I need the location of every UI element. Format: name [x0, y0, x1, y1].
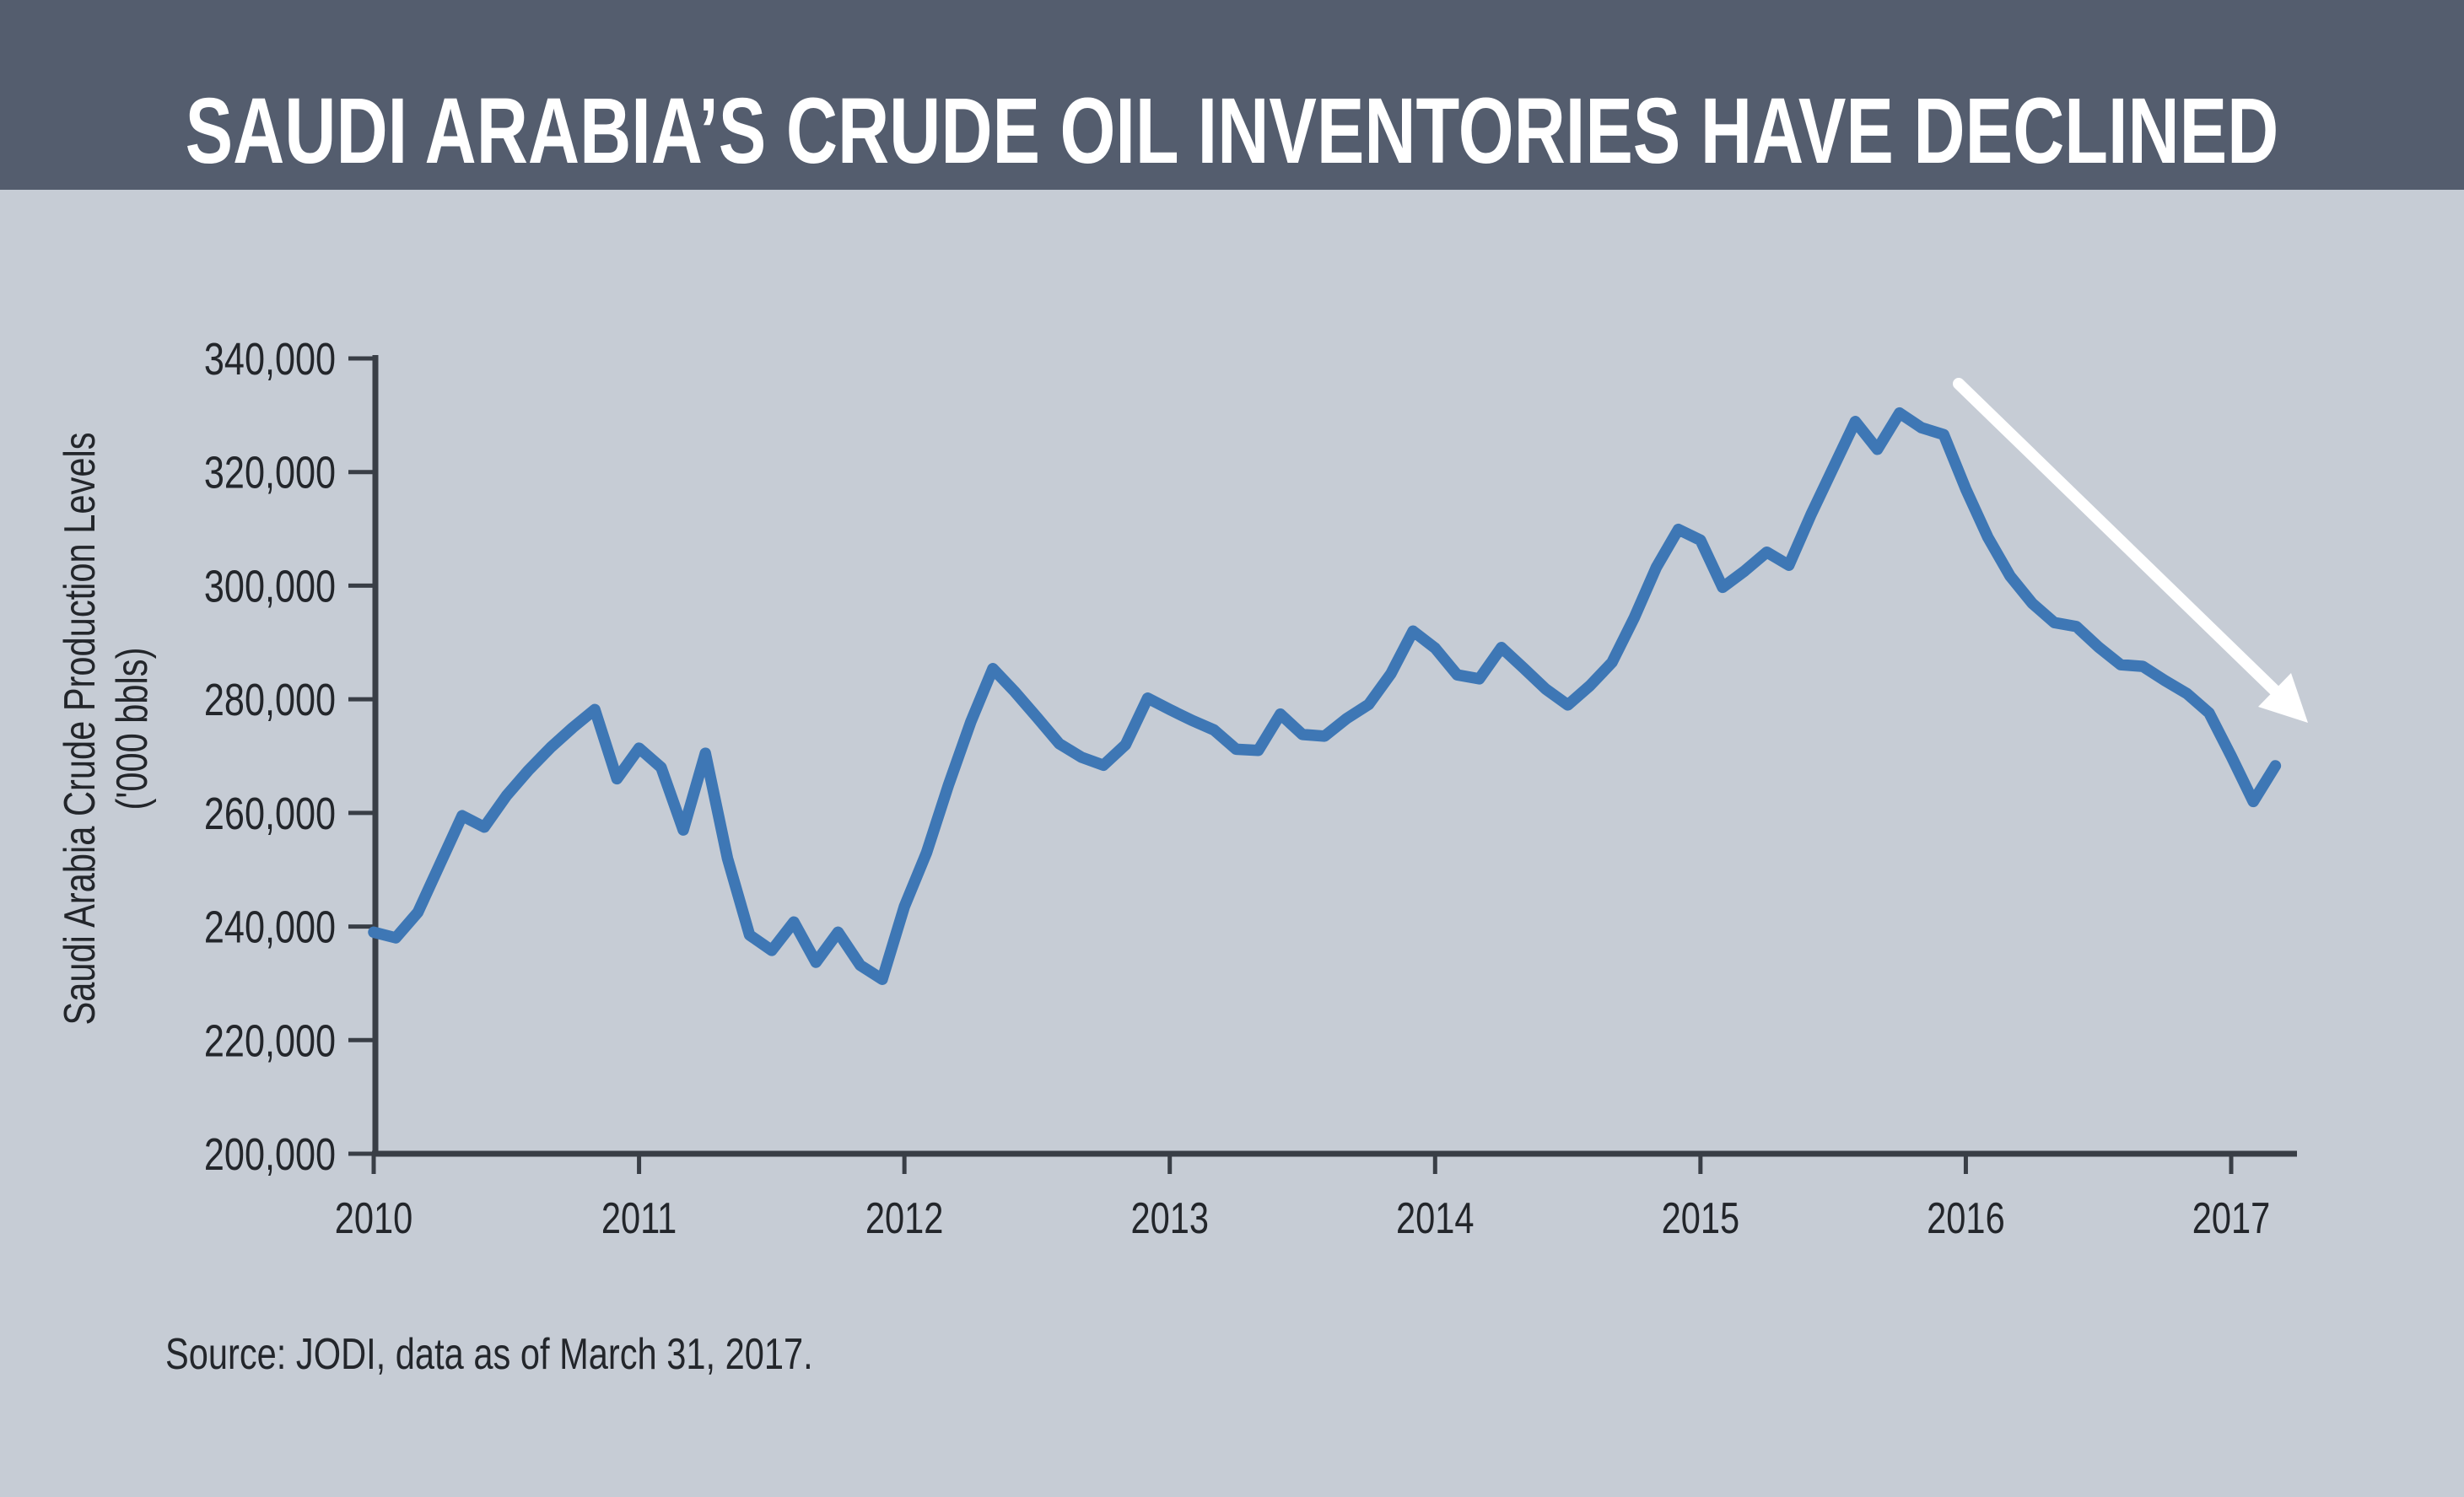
inventory-line-series [368, 407, 2282, 985]
y-tick-label: 220,000 [204, 1016, 336, 1067]
x-tick-label: 2016 [1927, 1193, 2005, 1243]
header-bar: SAUDI ARABIA’S CRUDE OIL INVENTORIES HAV… [0, 0, 2464, 190]
x-tick-label: 2013 [1130, 1193, 1209, 1243]
x-tick-label: 2010 [335, 1193, 413, 1243]
x-tick-label: 2012 [865, 1193, 944, 1243]
y-tick-label: 280,000 [204, 676, 336, 726]
x-tick-label: 2011 [601, 1193, 677, 1243]
y-tick-label: 320,000 [204, 448, 336, 498]
decline-arrow-head [2258, 673, 2308, 723]
y-tick-label: 260,000 [204, 789, 336, 839]
y-axis-title: Saudi Arabia Crude Production Levels ('0… [54, 425, 162, 1032]
decline-arrow [1953, 378, 2308, 723]
x-axis-ticks [371, 1154, 2234, 1174]
y-axis-ticks [348, 356, 375, 1156]
x-tick-label: 2015 [1662, 1193, 1740, 1243]
x-axis-tick-labels: 2010 2011 2012 2013 2014 2015 2016 2017 [335, 1193, 2271, 1243]
y-tick-label: 240,000 [204, 902, 336, 953]
source-note: Source: JODI, data as of March 31, 2017. [165, 1330, 813, 1379]
y-tick-label: 300,000 [204, 562, 336, 612]
x-tick-label: 2017 [2192, 1193, 2271, 1243]
y-axis-title-line1: Saudi Arabia Crude Production Levels [56, 432, 105, 1026]
x-tick-label: 2014 [1396, 1193, 1475, 1243]
y-axis-title-line2: ('000 bbls) [108, 647, 157, 810]
decline-arrow-shaft [1953, 378, 2281, 697]
y-axis-tick-labels: 200,000 220,000 240,000 260,000 280,000 300,0… [204, 335, 336, 1181]
chart-title: SAUDI ARABIA’S CRUDE OIL INVENTORIES HAV… [185, 78, 2279, 183]
y-tick-label: 200,000 [204, 1130, 336, 1181]
y-tick-label: 340,000 [204, 335, 336, 385]
